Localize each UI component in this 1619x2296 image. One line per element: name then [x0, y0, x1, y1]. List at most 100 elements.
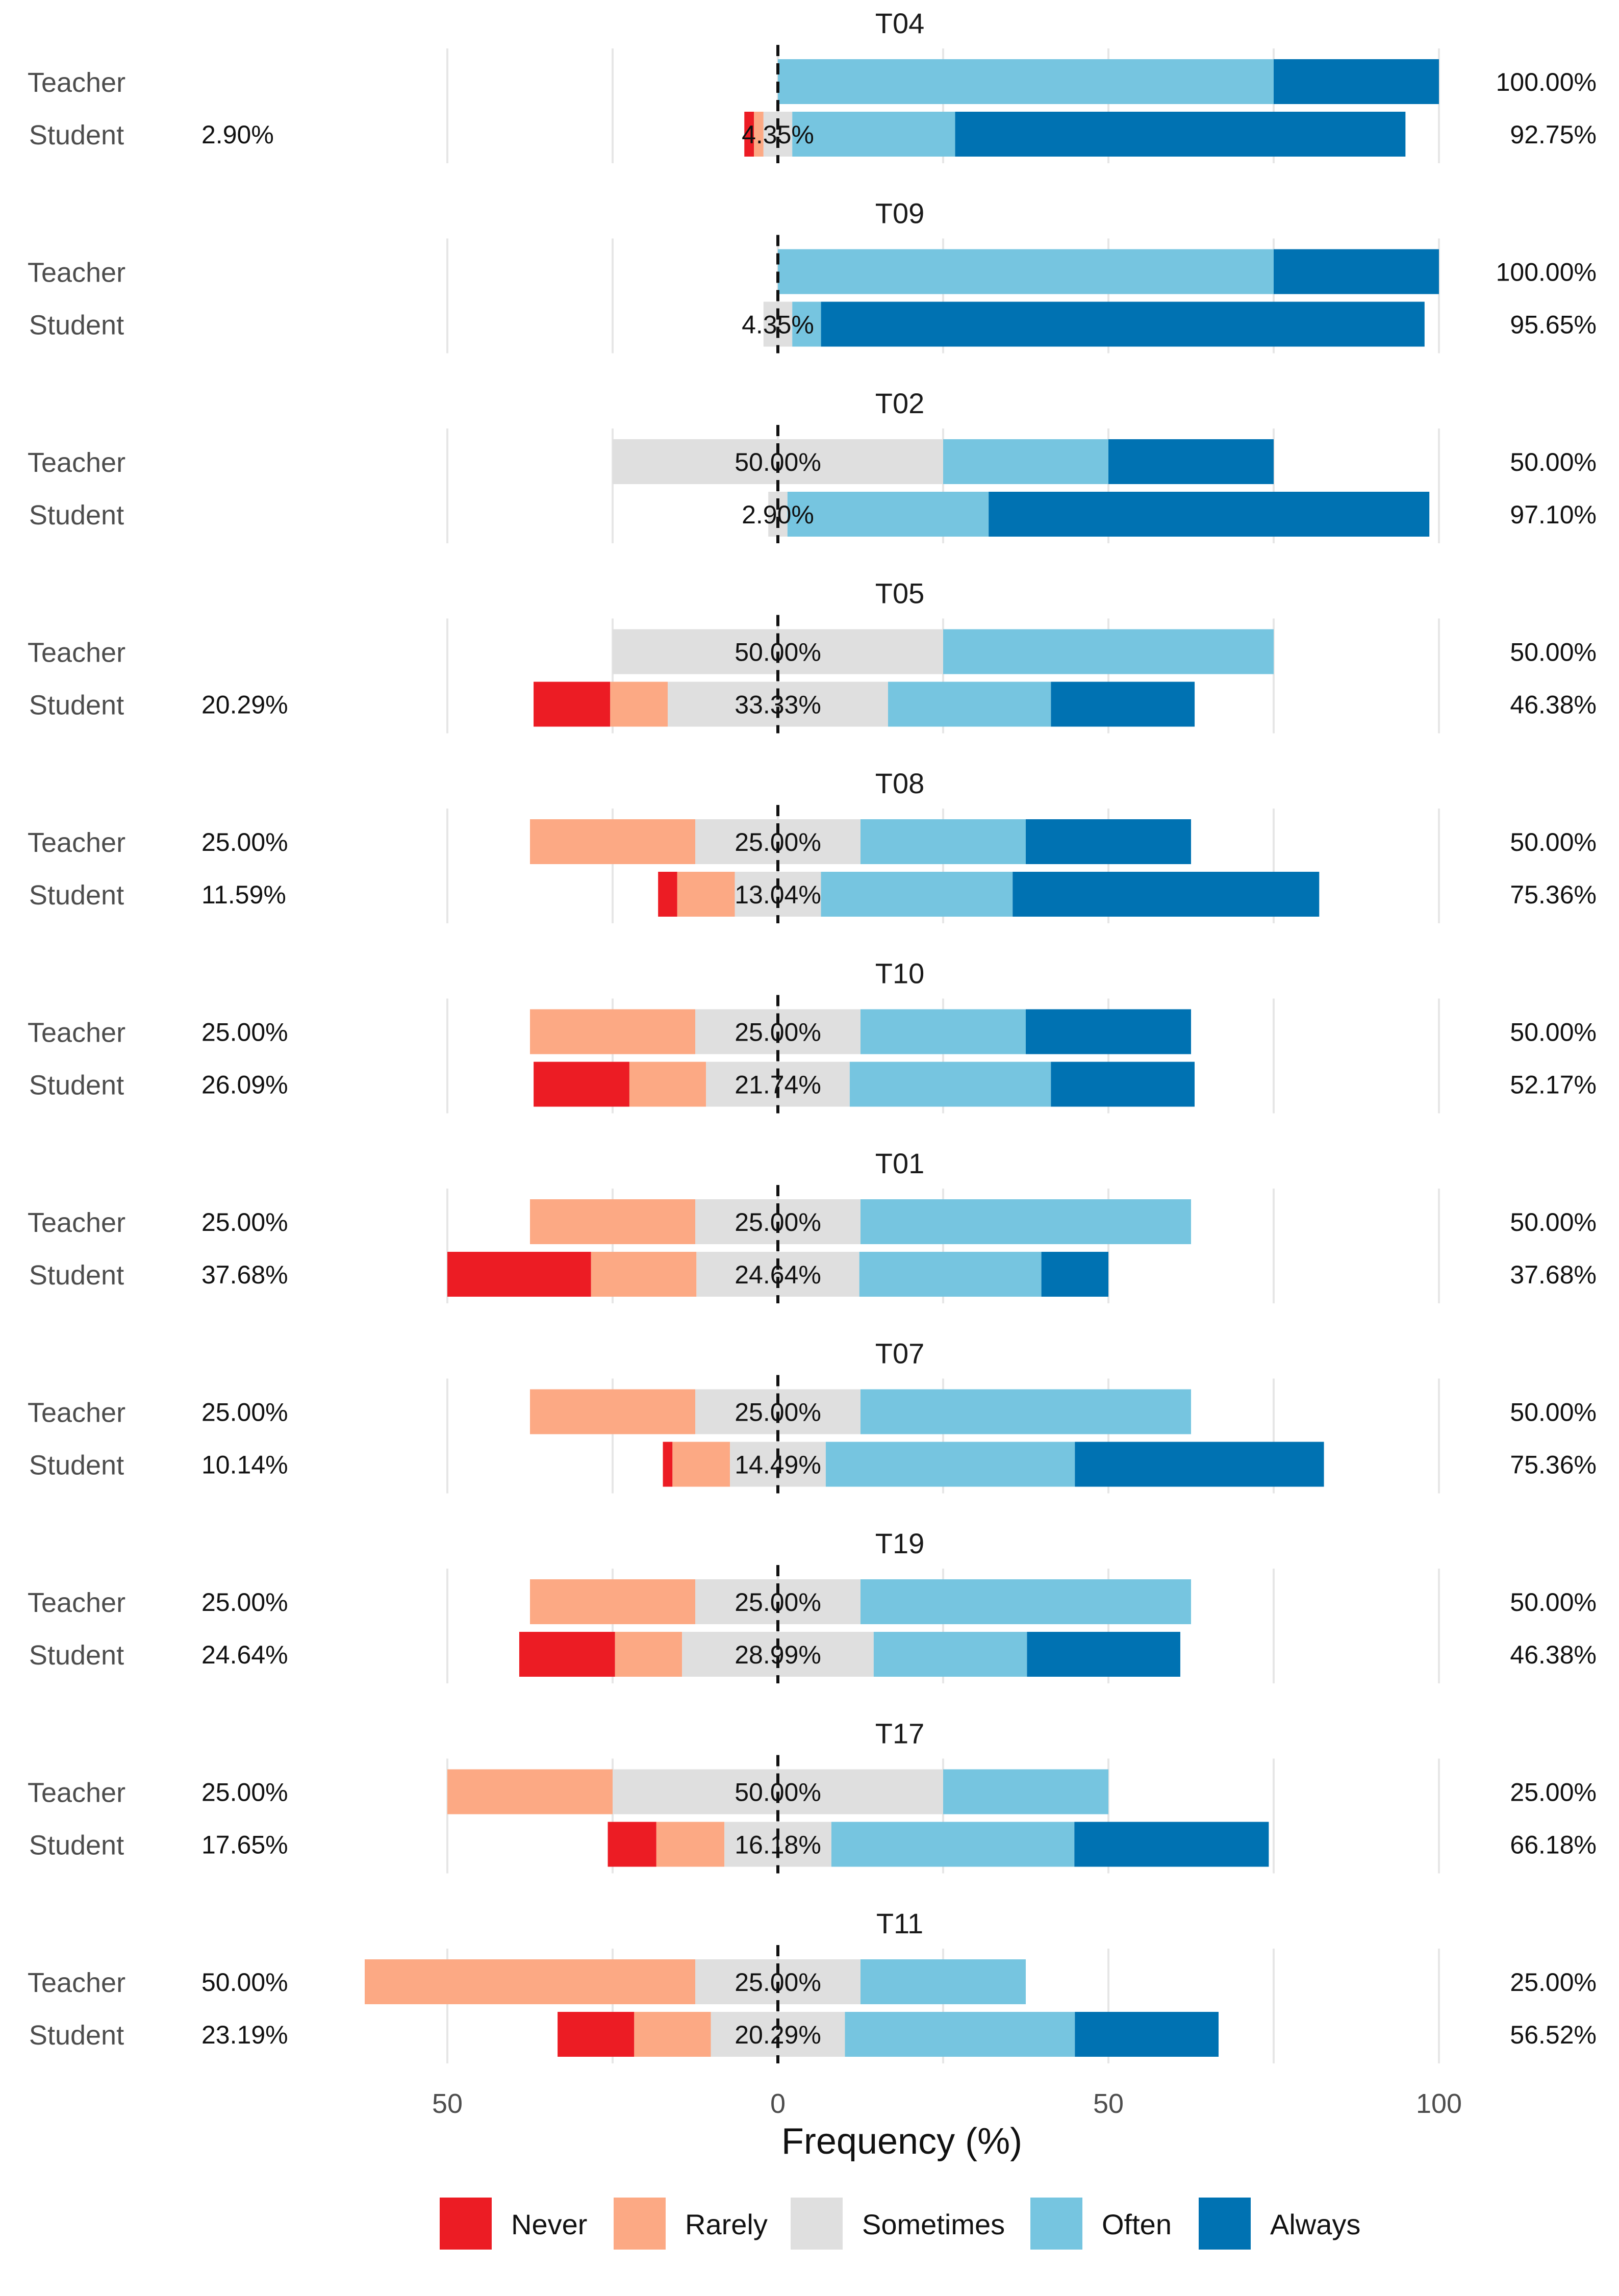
row-student: Student 37.68% 24.64% 37.68%: [29, 1252, 1597, 1297]
row-group-label: Teacher: [28, 1207, 125, 1238]
bar-segment-rarely: [530, 1579, 695, 1624]
row-teacher: Teacher 50.00% 50.00%: [28, 439, 1597, 484]
right-percent-label: 95.65%: [1510, 311, 1597, 339]
right-percent-label: 100.00%: [1496, 258, 1597, 287]
right-percent-label: 50.00%: [1510, 1398, 1597, 1427]
row-student: Student 20.29% 33.33% 46.38%: [29, 682, 1597, 727]
bar-segment-always: [1051, 1062, 1195, 1107]
row-group-label: Teacher: [28, 1018, 125, 1048]
bar-segment-always: [1051, 682, 1195, 727]
legend-item-rarely: Rarely: [614, 2198, 768, 2250]
panel-title: T01: [875, 1147, 925, 1179]
bar-segment-never: [608, 1822, 656, 1867]
bar-segment-rarely: [629, 1062, 706, 1107]
bar-segment-always: [1013, 872, 1320, 917]
row-teacher: Teacher 25.00% 25.00% 50.00%: [28, 1389, 1597, 1434]
row-group-label: Teacher: [28, 638, 125, 668]
bar-segment-rarely: [634, 2012, 711, 2057]
left-percent-label: 50.00%: [201, 1968, 288, 1997]
bar-segment-often: [831, 1822, 1075, 1867]
right-percent-label: 97.10%: [1510, 500, 1597, 529]
bar-segment-rarely: [530, 1199, 695, 1244]
row-group-label: Teacher: [28, 67, 125, 98]
row-group-label: Teacher: [28, 1587, 125, 1618]
panel-title: T07: [875, 1338, 925, 1370]
row-group-label: Teacher: [28, 827, 125, 858]
row-teacher: Teacher 25.00% 25.00% 50.00%: [28, 1199, 1597, 1244]
bar-segment-never: [534, 682, 611, 727]
left-percent-label: 2.90%: [201, 120, 274, 149]
left-percent-label: 25.00%: [201, 1208, 288, 1237]
right-percent-label: 92.75%: [1510, 120, 1597, 149]
bar-segment-always: [1075, 1442, 1324, 1487]
bar-segment-always: [955, 112, 1406, 157]
right-percent-label: 50.00%: [1510, 448, 1597, 476]
bar-segment-always: [1274, 59, 1439, 104]
row-teacher: Teacher 25.00% 50.00% 25.00%: [28, 1769, 1597, 1814]
bar-segment-always: [1026, 819, 1191, 864]
row-group-label: Student: [29, 120, 124, 150]
panel-title: T08: [875, 767, 925, 799]
right-percent-label: 37.68%: [1510, 1260, 1597, 1289]
row-student: Student 4.35% 95.65%: [29, 301, 1597, 347]
bar-segment-always: [1074, 1822, 1269, 1867]
row-teacher: Teacher 25.00% 25.00% 50.00%: [28, 819, 1597, 864]
legend-item-sometimes: Sometimes: [791, 2198, 1005, 2250]
panel-title: T05: [875, 577, 925, 610]
legend-item-always: Always: [1199, 2198, 1360, 2250]
right-percent-label: 52.17%: [1510, 1071, 1597, 1099]
bar-segment-often: [821, 872, 1013, 917]
bar-segment-often: [861, 1579, 1191, 1624]
bar-segment-always: [1041, 1252, 1108, 1297]
row-student: Student 17.65% 16.18% 66.18%: [29, 1822, 1597, 1867]
bar-segment-never: [558, 2012, 635, 2057]
bar-segment-always: [989, 492, 1430, 537]
right-percent-label: 66.18%: [1510, 1831, 1597, 1859]
row-group-label: Student: [29, 310, 124, 341]
bar-segment-never: [519, 1632, 615, 1677]
left-percent-label: 17.65%: [201, 1831, 288, 1859]
bar-segment-never: [447, 1252, 591, 1297]
legend-item-often: Often: [1030, 2198, 1172, 2250]
right-percent-label: 25.00%: [1510, 1778, 1597, 1807]
right-percent-label: 50.00%: [1510, 1588, 1597, 1617]
bar-segment-often: [943, 439, 1108, 484]
panel-title: T17: [875, 1718, 925, 1750]
panel-title: T19: [875, 1527, 925, 1559]
left-percent-label: 25.00%: [201, 1778, 288, 1807]
bar-segment-often: [943, 629, 1274, 674]
row-group-label: Student: [29, 2020, 124, 2051]
row-group-label: Student: [29, 690, 124, 721]
bar-segment-often: [778, 249, 1274, 294]
bar-segment-often: [861, 819, 1026, 864]
bar-segment-often: [845, 2012, 1075, 2057]
bar-segment-often: [849, 1062, 1051, 1107]
x-tick-label: 100: [1416, 2088, 1462, 2119]
x-tick-label: 50: [432, 2088, 463, 2119]
legend-label: Never: [511, 2208, 587, 2240]
bar-segment-often: [873, 1632, 1027, 1677]
right-percent-label: 75.36%: [1510, 880, 1597, 909]
left-percent-label: 23.19%: [201, 2021, 288, 2049]
bar-segment-often: [792, 112, 955, 157]
bar-segment-never: [534, 1062, 629, 1107]
row-student: Student 10.14% 14.49% 75.36%: [29, 1442, 1597, 1487]
bar-segment-often: [943, 1769, 1108, 1814]
row-student: Student 2.90% 4.35% 92.75%: [29, 112, 1597, 157]
panel-title: T02: [875, 387, 925, 419]
bar-segment-rarely: [365, 1959, 695, 2004]
right-percent-label: 100.00%: [1496, 68, 1597, 96]
row-teacher: Teacher 100.00%: [28, 249, 1597, 294]
row-group-label: Student: [29, 1260, 124, 1291]
bar-segment-always: [1274, 249, 1439, 294]
legend-label: Often: [1102, 2208, 1172, 2240]
row-student: Student 23.19% 20.29% 56.52%: [29, 2012, 1597, 2057]
right-percent-label: 50.00%: [1510, 1018, 1597, 1047]
bar-segment-often: [859, 1252, 1042, 1297]
row-group-label: Teacher: [28, 447, 125, 478]
bar-segment-often: [888, 682, 1051, 727]
panel-t09: T09 Teacher 100.00% Student 4.35% 95.65%: [28, 197, 1597, 354]
